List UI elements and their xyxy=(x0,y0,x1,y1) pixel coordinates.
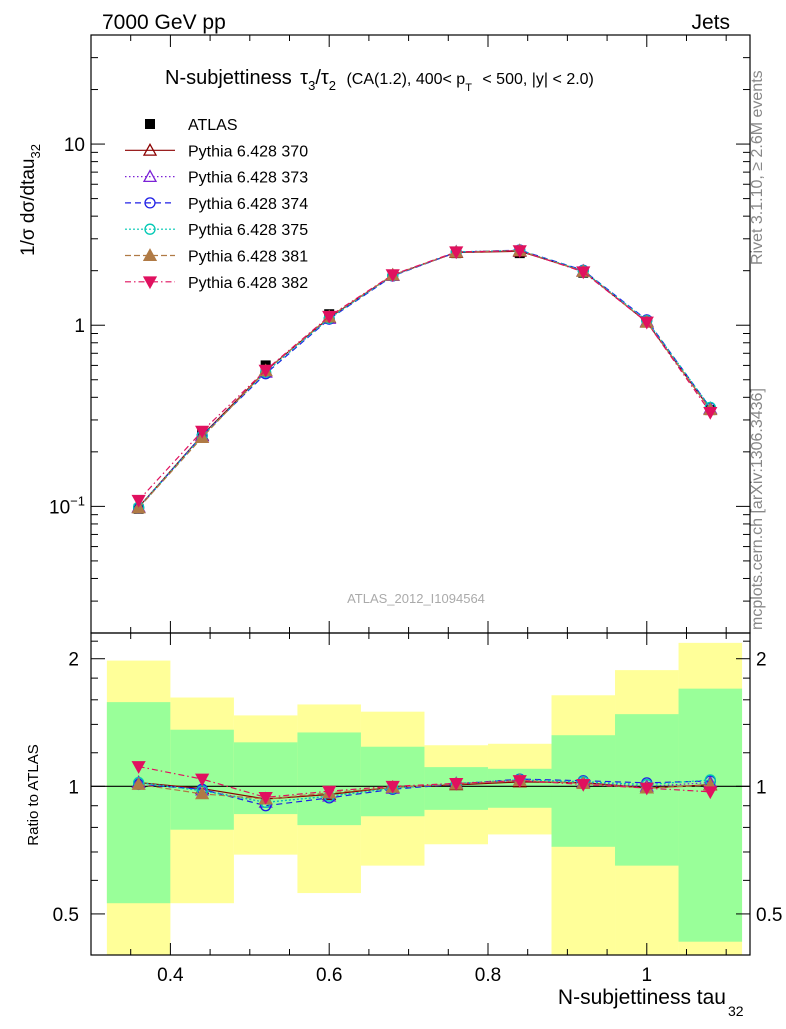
header-jets: Jets xyxy=(691,11,730,34)
ratio-y-tick-label-right-0: 0.5 xyxy=(756,905,782,926)
ratio-series-line-2 xyxy=(138,778,711,807)
plot-title-tau2: τ xyxy=(321,67,329,89)
series-5-point-4 xyxy=(385,269,400,283)
ratio-series-4-point-0 xyxy=(131,777,146,790)
plot-title-sub3: 3 xyxy=(308,78,315,93)
ratio-y-tick-label-1: 1 xyxy=(68,777,79,798)
ratio-y-tick-label-2: 2 xyxy=(68,650,79,671)
ratio-frame xyxy=(90,632,751,956)
ratio-inner-band-0 xyxy=(106,702,171,904)
main-ylabel: 1/σ dσ/dtau32 xyxy=(18,144,43,256)
ratio-series-5-point-7 xyxy=(576,778,591,792)
ratio-ylabel: Ratio to ATLAS xyxy=(25,744,42,845)
ratio-series-5-point-0 xyxy=(131,761,146,774)
x-tick-label-2: 0.8 xyxy=(475,965,501,986)
plot-title-tau3: τ xyxy=(300,67,308,89)
ratio-y-tick-label-right-1: 1 xyxy=(756,777,767,798)
ratio-series-5-point-2 xyxy=(258,791,273,805)
ratio-series-line-4 xyxy=(138,779,711,800)
series-5-point-1 xyxy=(195,425,210,439)
legend-label-2: Pythia 6.428 374 xyxy=(188,196,308,213)
legend-label-1: Pythia 6.428 373 xyxy=(188,170,308,187)
legend-label-atlas: ATLAS xyxy=(188,117,238,134)
ratio-series-line-5 xyxy=(138,765,711,798)
xlabel: N-subjettiness tau xyxy=(558,986,726,1009)
rivet-label: Rivet 3.1.10, ≥ 2.6M events xyxy=(749,70,766,265)
ratio-inner-band-3 xyxy=(297,732,361,826)
legend-marker-5 xyxy=(142,276,158,290)
main-y-tick-base: 10 xyxy=(49,497,70,518)
ratio-series-5-point-1 xyxy=(195,773,210,787)
main-y-tick-exp: −1 xyxy=(70,493,85,508)
plot-title-sub2: 2 xyxy=(329,78,336,93)
series-5-point-6 xyxy=(512,245,527,258)
series-5-point-7 xyxy=(576,266,591,280)
ratio-series-4-point-1 xyxy=(195,786,210,800)
ratio-series-5-point-6 xyxy=(512,775,527,788)
main-y-tick-label-1: 1 xyxy=(74,316,85,337)
legend-label-3: Pythia 6.428 375 xyxy=(188,222,308,239)
main-y-tick-label-0: 10−1 xyxy=(49,493,85,518)
ratio-series-5-point-8 xyxy=(639,782,654,796)
ratio-plot: 0.4 0.6 0.8 1 0.5 0.5 1 1 2 2 xyxy=(53,632,782,986)
mcplots-label: mcplots.cern.ch [arXiv:1306.3436] xyxy=(749,388,766,630)
series-5-point-0 xyxy=(131,494,146,508)
legend: ATLAS Pythia 6.428 370 Pythia 6.428 373 Pyt… xyxy=(125,117,308,292)
series-line-5 xyxy=(138,250,711,501)
plot-title-slash: / xyxy=(315,67,321,89)
legend-label-5: Pythia 6.428 382 xyxy=(188,275,308,292)
xlabel-sub: 32 xyxy=(728,1003,744,1019)
ratio-y-tick-label-0: 0.5 xyxy=(53,905,79,926)
ratio-inner-band-9 xyxy=(678,688,743,942)
plot-title-cut2: < 500, |y| < 2.0) xyxy=(482,71,594,88)
legend-marker-3 xyxy=(144,223,156,235)
x-tick-label-3: 1 xyxy=(641,965,652,986)
xlabel-text: N-subjettiness tau xyxy=(558,986,726,1009)
plot-title-cut1: (CA(1.2), 400< p xyxy=(346,71,465,88)
series-5-point-5 xyxy=(449,246,464,260)
header-energy: 7000 GeV pp xyxy=(102,11,226,34)
ratio-y-tick-label-right-2: 2 xyxy=(756,650,767,671)
x-tick-label-1: 0.6 xyxy=(316,965,342,986)
series-5-point-8 xyxy=(639,316,654,330)
legend-marker-2 xyxy=(144,197,156,209)
ratio-series-line-3 xyxy=(138,779,711,803)
legend-label-0: Pythia 6.428 370 xyxy=(188,143,308,160)
ratio-series-5-point-9 xyxy=(703,786,718,800)
plot-title-main: N-subjettiness xyxy=(165,67,292,89)
legend-marker-atlas xyxy=(145,119,155,129)
ratio-series-5-point-5 xyxy=(449,777,464,791)
legend-marker-4 xyxy=(142,248,158,261)
ratio-series-5-point-4 xyxy=(385,780,400,794)
legend-marker-0 xyxy=(142,142,158,156)
series-5-point-3 xyxy=(322,310,337,324)
main-ylabel-text: 1/σ dσ/dtau xyxy=(18,159,39,256)
ratio-series-5-point-3 xyxy=(322,785,337,799)
analysis-watermark: ATLAS_2012_I1094564 xyxy=(347,591,485,606)
legend-marker-1 xyxy=(142,169,158,183)
series-5-point-9 xyxy=(703,406,718,420)
x-tick-label-0: 0.4 xyxy=(157,965,184,986)
main-y-tick-label-2: 10 xyxy=(64,135,85,156)
legend-label-4: Pythia 6.428 381 xyxy=(188,249,308,266)
plot-title: N-subjettiness τ3/τ2 (CA(1.2), 400< pT <… xyxy=(165,67,594,95)
plot-title-cut-sub: T xyxy=(465,82,472,94)
series-5-point-2 xyxy=(258,364,273,378)
main-ylabel-sub: 32 xyxy=(28,144,43,158)
